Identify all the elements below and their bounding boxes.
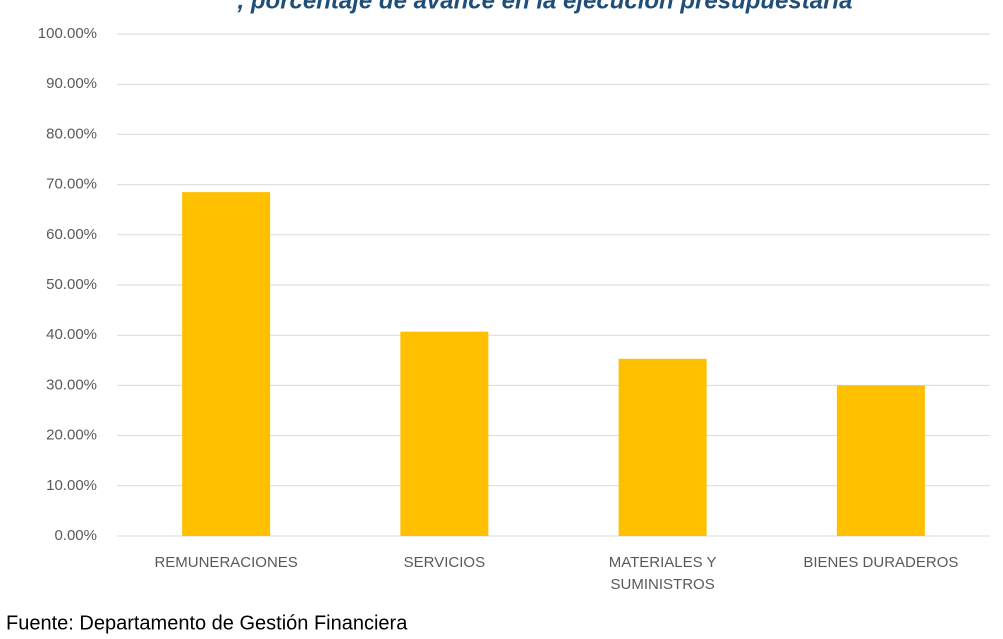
x-tick-label: MATERIALES Y SUMINISTROS [609,554,717,593]
bar [182,192,271,536]
y-tick-label: 0.00% [54,527,97,544]
y-tick-label: 80.00% [46,125,97,142]
y-tick-label: 90.00% [46,75,97,92]
y-tick-label: 100.00% [38,25,97,42]
y-tick-label: 20.00% [46,427,97,444]
chart-title: , porcentaje de avance en la ejecución p… [237,0,853,14]
y-tick-label: 60.00% [46,226,97,243]
y-tick-label: 30.00% [46,376,97,393]
x-tick-label: REMUNERACIONES [154,554,297,571]
bar [400,331,489,536]
x-tick-label: BIENES DURADEROS [803,554,958,571]
y-tick-label: 50.00% [46,276,97,293]
source-note: Fuente: Departamento de Gestión Financie… [6,612,408,634]
y-tick-label: 70.00% [46,176,97,193]
bar [618,358,707,536]
y-tick-label: 40.00% [46,326,97,343]
bar [836,385,925,536]
x-tick-label: SERVICIOS [404,554,485,571]
y-tick-label: 10.00% [46,477,97,494]
